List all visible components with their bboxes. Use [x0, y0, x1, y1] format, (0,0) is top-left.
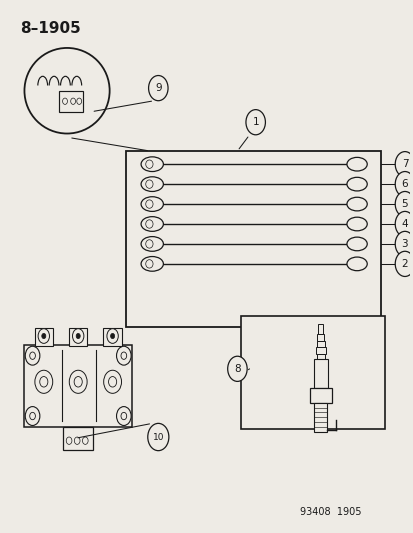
Ellipse shape [141, 197, 163, 212]
Circle shape [42, 334, 46, 338]
Circle shape [116, 407, 131, 425]
Text: 6: 6 [401, 179, 407, 189]
Ellipse shape [346, 197, 366, 211]
Circle shape [82, 437, 88, 445]
Bar [309, 387, 331, 403]
Circle shape [394, 212, 413, 237]
Circle shape [245, 110, 265, 135]
Circle shape [107, 329, 118, 343]
Circle shape [62, 98, 67, 104]
Ellipse shape [346, 157, 366, 171]
Text: 10: 10 [152, 432, 164, 441]
Bar [315, 348, 325, 353]
Text: 8: 8 [233, 364, 240, 374]
Ellipse shape [145, 240, 153, 248]
Ellipse shape [145, 260, 153, 268]
Text: 1: 1 [252, 117, 259, 127]
Ellipse shape [145, 160, 153, 168]
Circle shape [110, 334, 114, 338]
Text: 7: 7 [401, 159, 407, 169]
Bar [313, 359, 327, 387]
Circle shape [71, 98, 76, 104]
Text: 2: 2 [401, 259, 407, 269]
Circle shape [72, 329, 84, 343]
Circle shape [76, 334, 80, 338]
Bar [35, 328, 53, 346]
Circle shape [394, 251, 413, 277]
Ellipse shape [346, 217, 366, 231]
Bar [59, 91, 83, 112]
Text: 93408  1905: 93408 1905 [299, 507, 360, 518]
Ellipse shape [141, 237, 163, 251]
Ellipse shape [346, 257, 366, 271]
Bar [316, 353, 324, 359]
Circle shape [74, 437, 80, 445]
Text: 5: 5 [401, 199, 407, 209]
Bar [69, 328, 87, 346]
Bar [318, 324, 322, 334]
Text: 3: 3 [401, 239, 407, 249]
Circle shape [103, 370, 121, 393]
Circle shape [394, 191, 413, 216]
Bar [24, 345, 132, 426]
Circle shape [66, 437, 72, 445]
Ellipse shape [346, 177, 366, 191]
Bar [103, 328, 121, 346]
Circle shape [74, 376, 82, 387]
Circle shape [116, 346, 131, 365]
Ellipse shape [145, 180, 153, 188]
Bar [63, 426, 93, 450]
Text: 9: 9 [154, 83, 161, 93]
Ellipse shape [145, 220, 153, 228]
Circle shape [76, 98, 81, 104]
Text: 4: 4 [401, 219, 407, 229]
Circle shape [394, 172, 413, 197]
Circle shape [40, 376, 48, 387]
Circle shape [30, 413, 36, 419]
Circle shape [69, 370, 87, 393]
Circle shape [108, 376, 116, 387]
Circle shape [394, 151, 413, 177]
Ellipse shape [141, 216, 163, 231]
Circle shape [227, 356, 247, 382]
Bar [126, 151, 380, 327]
Circle shape [38, 329, 50, 343]
Circle shape [25, 407, 40, 425]
Ellipse shape [145, 200, 153, 208]
Ellipse shape [346, 237, 366, 251]
Circle shape [30, 352, 36, 359]
Ellipse shape [141, 177, 163, 191]
Bar [241, 317, 385, 429]
Bar [317, 334, 323, 341]
Text: 8–1905: 8–1905 [20, 21, 81, 36]
Ellipse shape [141, 256, 163, 271]
Circle shape [121, 413, 126, 419]
Circle shape [35, 370, 52, 393]
Bar [316, 341, 324, 348]
Circle shape [394, 231, 413, 256]
Ellipse shape [141, 157, 163, 172]
Bar [313, 403, 326, 432]
Ellipse shape [24, 48, 109, 134]
Circle shape [121, 352, 126, 359]
Circle shape [148, 76, 168, 101]
Circle shape [25, 346, 40, 365]
Circle shape [147, 423, 169, 451]
